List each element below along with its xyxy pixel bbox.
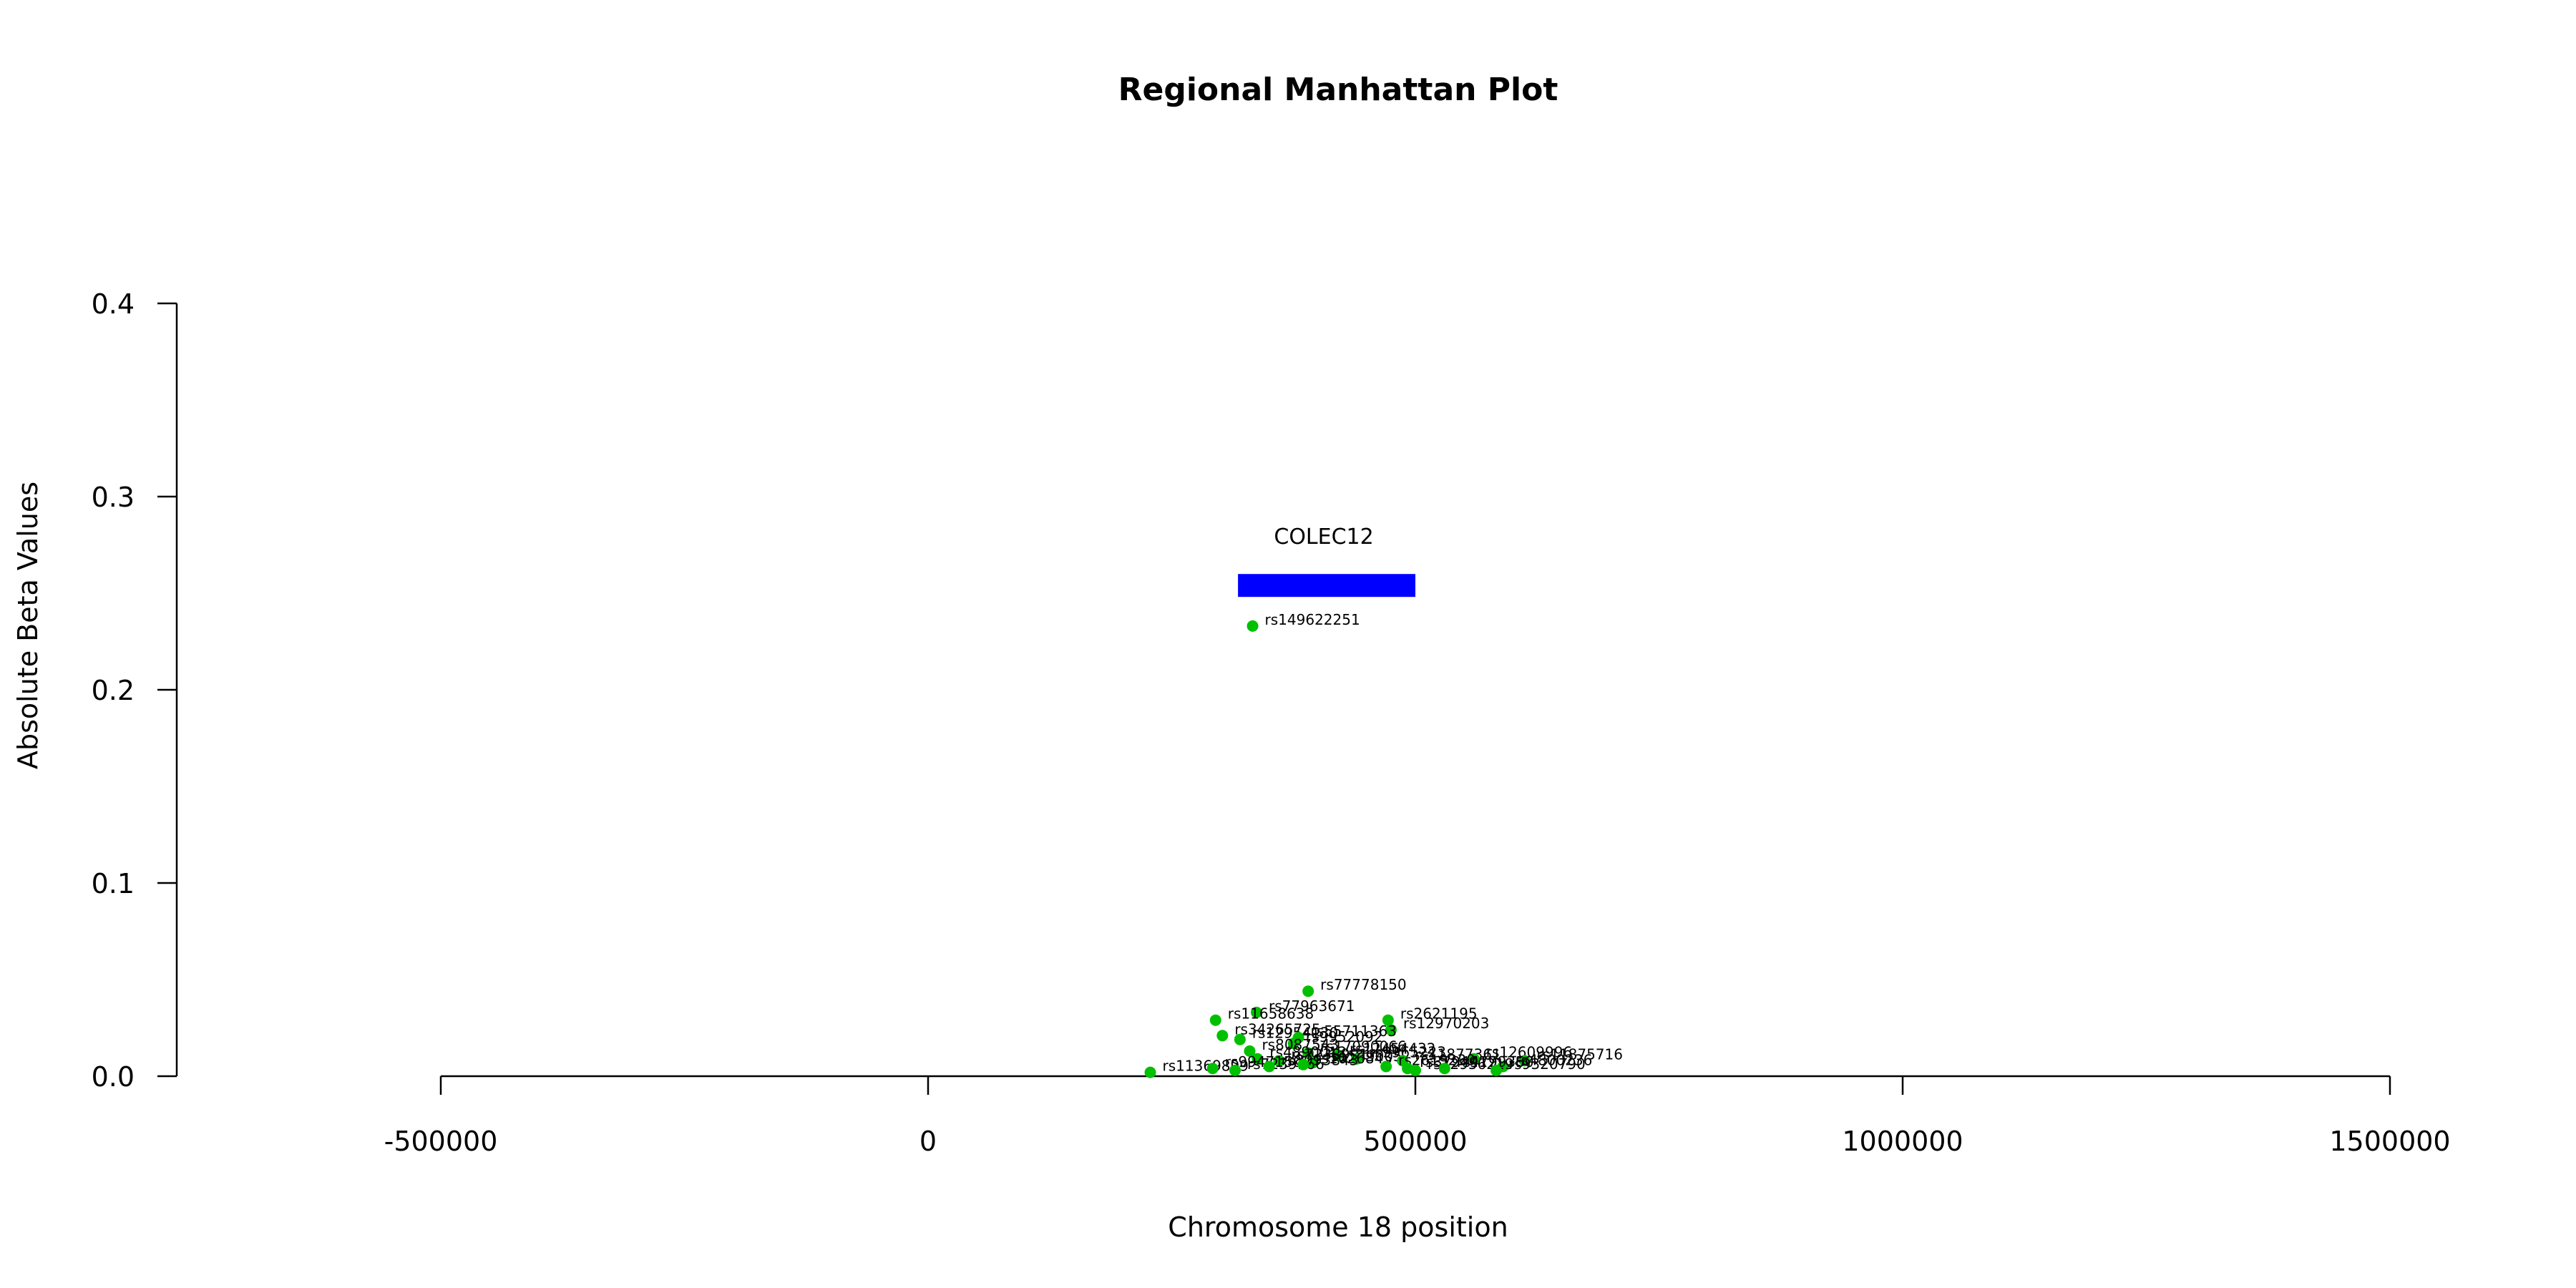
snp-point <box>1410 1064 1421 1076</box>
snp-point <box>1438 1063 1450 1075</box>
snp-label: rs9320790 <box>1508 1055 1586 1073</box>
snp-label: rs4800236 <box>1516 1052 1593 1069</box>
snp-label: rs11658638 <box>1228 1005 1314 1023</box>
snp-label: rs11875716 <box>1537 1045 1623 1063</box>
snp-label: rs11877361 <box>1415 1045 1501 1063</box>
snp-label: rs3794917 <box>1420 1053 1497 1070</box>
y-tick-label: 0.3 <box>92 482 135 513</box>
snp-point <box>1491 1064 1503 1076</box>
gene-bar <box>1238 574 1415 597</box>
snp-label: rs12970203 <box>1403 1015 1489 1032</box>
snp-point <box>1380 1060 1392 1073</box>
snp-point <box>1518 1055 1531 1067</box>
snp-label: rs9952092 <box>1306 1028 1383 1045</box>
snp-point <box>1307 1057 1319 1069</box>
snp-point <box>1250 1006 1262 1018</box>
snp-point <box>1209 1014 1221 1026</box>
snp-label: rs34265725 <box>1234 1020 1320 1038</box>
gene-annotation: COLEC12 <box>1238 525 1415 597</box>
snp-point <box>1302 985 1314 997</box>
snp-point <box>1351 1053 1363 1065</box>
snp-points: rs149622251 rs77778150 rs77963671rs1165863… <box>1144 611 1623 1078</box>
snp-label: rs55711363 <box>1311 1023 1397 1040</box>
x-tick-label: 500000 <box>1363 1126 1467 1157</box>
y-tick-label: 0.1 <box>92 868 135 899</box>
snp-point <box>1332 1049 1344 1061</box>
snp-label: rs1026845 <box>1315 1050 1392 1067</box>
snp-point <box>1244 1045 1256 1057</box>
snp-label: rs77963671 <box>1269 997 1355 1015</box>
x-tick-label: 0 <box>919 1126 937 1157</box>
snp-point <box>1302 1047 1314 1059</box>
y-tick-label: 0.2 <box>92 675 135 706</box>
snp-point <box>1229 1064 1241 1076</box>
x-tick-label: -500000 <box>384 1126 498 1157</box>
y-tick-label: 0.4 <box>92 288 135 320</box>
snp-point <box>1287 1038 1299 1050</box>
snp-point <box>1234 1033 1246 1045</box>
snp-label: rs12454432 <box>1350 1040 1435 1057</box>
snp-point <box>1297 1058 1309 1070</box>
y-axis-ticks: 0.0 0.1 0.2 0.3 0.4 <box>92 288 177 1093</box>
gene-label: COLEC12 <box>1274 525 1373 550</box>
snp-point <box>1206 1063 1219 1075</box>
snp-label: rs2621195 <box>1400 1005 1478 1023</box>
chart-title: Regional Manhattan Plot <box>1118 72 1558 108</box>
x-tick-label: 1500000 <box>2329 1126 2450 1157</box>
snp-point <box>1468 1053 1480 1065</box>
snp-point <box>1385 1024 1397 1036</box>
x-tick-label: 1000000 <box>1842 1126 1963 1157</box>
x-axis-label: Chromosome 18 position <box>1168 1211 1508 1243</box>
snp-label: rs149622251 <box>1265 611 1360 628</box>
x-axis-ticks: -500000 0 500000 1000000 1500000 <box>384 1076 2451 1157</box>
snp-label: rs77778150 <box>1320 976 1406 993</box>
snp-point <box>1273 1055 1285 1067</box>
snp-label: rs7239166 <box>1247 1055 1324 1073</box>
snp-point <box>1246 620 1259 632</box>
snp-point <box>1382 1014 1394 1026</box>
y-tick-label: 0.0 <box>92 1061 135 1093</box>
snp-label: rs8093843 <box>1282 1052 1359 1069</box>
snp-point <box>1263 1060 1275 1073</box>
y-axis-label: Absolute Beta Values <box>12 482 44 769</box>
snp-point <box>1144 1066 1156 1078</box>
snp-point <box>1252 1053 1264 1065</box>
snp-point <box>1216 1030 1229 1042</box>
snp-label: rs8087543 <box>1262 1036 1339 1053</box>
